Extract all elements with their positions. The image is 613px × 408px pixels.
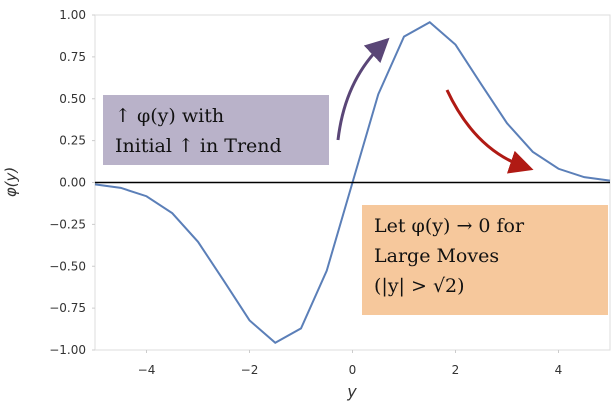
x-tick-label: 4 <box>555 363 563 377</box>
y-tick-label: 0.00 <box>59 176 86 190</box>
x-tick-label: 2 <box>452 363 460 377</box>
x-tick-label: 0 <box>349 363 357 377</box>
y-tick-label: −0.25 <box>49 217 86 231</box>
y-tick-label: −1.00 <box>49 343 86 357</box>
annotation-text: Initial ↑ in Trend <box>115 135 282 157</box>
annotation-text: Large Moves <box>374 245 499 267</box>
y-tick-label: −0.75 <box>49 301 86 315</box>
annotation-text: (|y| > √2) <box>374 275 465 297</box>
arrow-up <box>336 37 390 141</box>
annotation-text: ↑ φ(y) with <box>115 105 224 127</box>
y-tick-label: 0.50 <box>59 92 86 106</box>
y-tick-label: 0.25 <box>59 134 86 148</box>
y-tick-label: 0.75 <box>59 50 86 64</box>
annotation-box <box>362 205 608 315</box>
x-tick-label: −4 <box>138 363 156 377</box>
x-axis-label: y <box>346 382 357 401</box>
arrow-down <box>445 89 534 174</box>
x-tick-label: −2 <box>241 363 259 377</box>
annotation-text: Let φ(y) → 0 for <box>374 215 525 237</box>
y-tick-label: −0.50 <box>49 259 86 273</box>
annotation-box <box>103 95 329 165</box>
y-tick-label: 1.00 <box>59 8 86 22</box>
y-axis-label: φ(y) <box>2 167 20 197</box>
